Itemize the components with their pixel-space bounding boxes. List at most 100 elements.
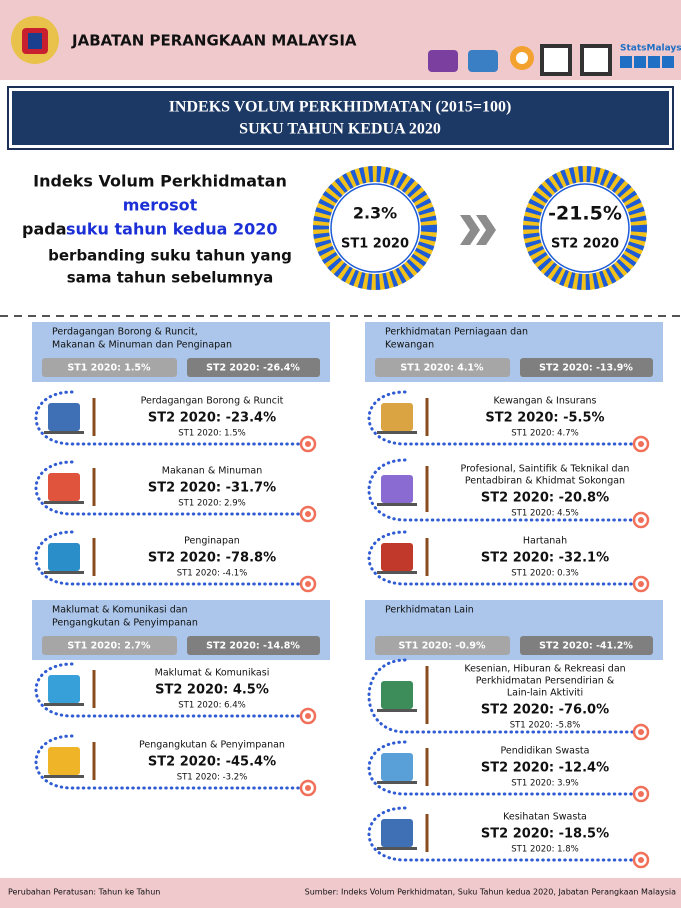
icon <box>381 403 413 431</box>
banner-line: INDEKS VOLUM PERKHIDMATAN (2015=100) <box>169 99 512 116</box>
item-st1: ST1 2020: -3.2% <box>177 773 248 783</box>
dotted-arc <box>367 530 635 586</box>
intro-text: pada <box>22 220 67 239</box>
item-st1: ST1 2020: 4.7% <box>511 429 579 439</box>
icon <box>48 403 80 431</box>
org-name: JABATAN PERANGKAAN MALAYSIA <box>71 32 357 50</box>
dotted-arc <box>34 390 302 446</box>
icon-base <box>44 431 84 434</box>
dotted-arc <box>367 806 635 862</box>
target-dot <box>638 791 644 797</box>
icon-base <box>377 431 417 434</box>
item-st1: ST1 2020: 6.4% <box>178 701 246 711</box>
item-st2: ST2 2020: -20.8% <box>481 491 609 506</box>
icon-base <box>377 781 417 784</box>
icon-base <box>377 709 417 712</box>
pill-st1 <box>42 358 177 377</box>
section-title: Makanan & Minuman dan Penginapan <box>52 340 232 351</box>
circle-value: 2.3% <box>353 204 397 223</box>
item-name: Pengangkutan & Penyimpanan <box>139 740 285 751</box>
dotted-arc <box>367 740 635 796</box>
intro-text: berbanding suku tahun yang <box>48 247 292 265</box>
dotted-arc <box>34 530 302 586</box>
item-st1: ST1 2020: -5.8% <box>510 721 581 731</box>
icon <box>48 473 80 501</box>
item-name: Pentadbiran & Khidmat Sokongan <box>465 476 625 487</box>
dotted-arc <box>34 734 302 790</box>
item-st2: ST2 2020: -78.8% <box>148 551 276 566</box>
item-st2: ST2 2020: -45.4% <box>148 755 276 770</box>
banner <box>12 91 669 145</box>
ring-inner <box>330 183 420 273</box>
partner-logos <box>428 44 674 76</box>
item-st2: ST2 2020: -32.1% <box>481 551 609 566</box>
ring-dash <box>523 166 647 290</box>
icon-base <box>44 775 84 778</box>
intro-text: sama tahun sebelumnya <box>67 269 274 287</box>
icon <box>381 475 413 503</box>
item-st2: ST2 2020: 4.5% <box>155 683 269 698</box>
item-name: Kewangan & Insurans <box>493 396 596 407</box>
target-dot <box>305 713 311 719</box>
icon <box>381 681 413 709</box>
dotted-arc <box>367 458 635 522</box>
item-name: Kesenian, Hiburan & Rekreasi dan <box>464 664 625 675</box>
intro-highlight: suku tahun kedua 2020 <box>66 220 278 239</box>
circle-label: ST2 2020 <box>551 237 619 252</box>
item-st2: ST2 2020: -18.5% <box>481 827 609 842</box>
item-st1: ST1 2020: 0.3% <box>511 569 579 579</box>
pill-text: ST1 2020: 1.5% <box>67 363 151 374</box>
logo <box>11 16 59 64</box>
pill-st1 <box>42 636 177 655</box>
pill-text: ST1 2020: 4.1% <box>400 363 484 374</box>
item-st2: ST2 2020: -5.5% <box>485 411 604 426</box>
icon <box>381 819 413 847</box>
banner-line: SUKU TAHUN KEDUA 2020 <box>239 121 441 138</box>
target-dot <box>305 511 311 517</box>
target-dot <box>305 785 311 791</box>
pill-text: ST2 2020: -41.2% <box>539 641 633 652</box>
icon-base <box>44 501 84 504</box>
icon <box>381 543 413 571</box>
icon-base <box>44 571 84 574</box>
target-dot <box>638 729 644 735</box>
item-name: Maklumat & Komunikasi <box>155 668 270 679</box>
item-name: Profesional, Saintifik & Teknikal dan <box>461 464 630 475</box>
item-name: Lain-lain Aktiviti <box>507 688 583 699</box>
item-st1: ST1 2020: 4.5% <box>511 509 579 519</box>
pill-st1 <box>375 358 510 377</box>
intro-text: Indeks Volum Perkhidmatan <box>33 172 287 191</box>
pill-st2 <box>187 358 320 377</box>
circle-label: ST1 2020 <box>341 237 409 252</box>
item-name: Hartanah <box>523 536 567 547</box>
item-st1: ST1 2020: -4.1% <box>177 569 248 579</box>
pill-text: ST1 2020: -0.9% <box>398 641 486 652</box>
pill-st2 <box>520 636 653 655</box>
icon-base <box>377 571 417 574</box>
pill-st1 <box>375 636 510 655</box>
brand: StatsMalaysia <box>620 44 681 54</box>
icon <box>48 543 80 571</box>
pill-text: ST1 2020: 2.7% <box>67 641 151 652</box>
item-st1: ST1 2020: 3.9% <box>511 779 579 789</box>
section-title: Perkhidmatan Perniagaan dan <box>385 327 528 338</box>
footer-note: Perubahan Peratusan: Tahun ke Tahun <box>8 888 160 897</box>
icon-base <box>377 503 417 506</box>
circle-value: -21.5% <box>548 203 622 225</box>
item-name: Penginapan <box>184 536 240 547</box>
pill-text: ST2 2020: -26.4% <box>206 363 300 374</box>
item-name: Perdagangan Borong & Runcit <box>141 396 284 407</box>
section-title: Pengangkutan & Penyimpanan <box>52 618 198 629</box>
dotted-arc <box>367 658 635 734</box>
target-dot <box>638 517 644 523</box>
target-dot <box>305 581 311 587</box>
intro-highlight: merosot <box>123 196 198 215</box>
pill-text: ST2 2020: -14.8% <box>206 641 300 652</box>
icon <box>381 753 413 781</box>
icon-base <box>377 847 417 850</box>
pill-st2 <box>520 358 653 377</box>
section-title: Perkhidmatan Lain <box>385 605 474 616</box>
item-st2: ST2 2020: -76.0% <box>481 703 609 718</box>
ring-inner <box>540 183 630 273</box>
item-name: Pendidikan Swasta <box>501 746 590 757</box>
